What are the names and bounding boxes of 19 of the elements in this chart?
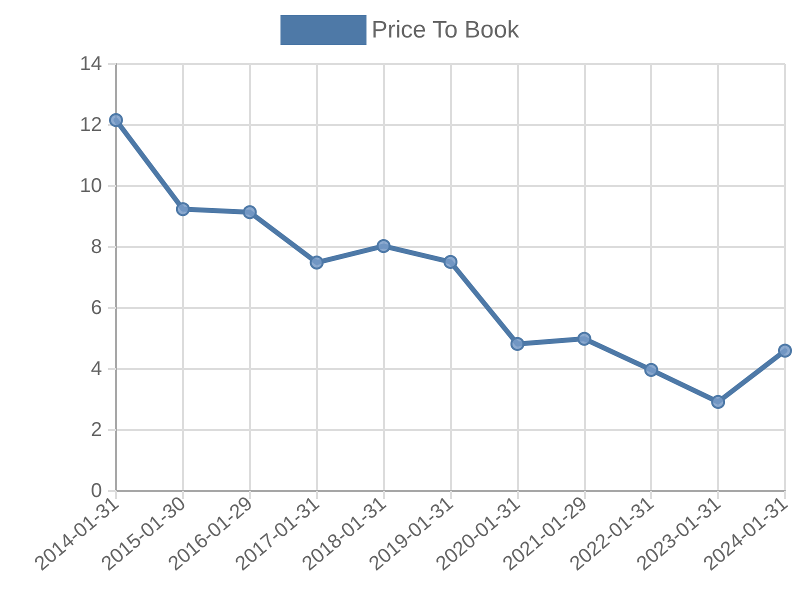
- y-tick-label: 4: [90, 358, 102, 380]
- y-tick-label: 10: [80, 175, 102, 197]
- point: [577, 332, 592, 346]
- point: [778, 344, 792, 358]
- point: [310, 256, 324, 270]
- y-tick-label: 2: [90, 419, 102, 441]
- point: [376, 239, 391, 254]
- point: [510, 336, 524, 351]
- point: [444, 254, 458, 269]
- point: [176, 202, 190, 216]
- point: [711, 394, 726, 409]
- y-tick-label: 0: [90, 480, 102, 502]
- y-tick-label: 8: [90, 236, 102, 258]
- legend-label: Price To Book: [371, 16, 520, 44]
- point: [242, 205, 257, 220]
- point: [644, 362, 658, 377]
- y-tick-label: 6: [90, 297, 102, 319]
- y-tick-label: 14: [80, 53, 102, 75]
- y-tick-label: 12: [80, 114, 102, 136]
